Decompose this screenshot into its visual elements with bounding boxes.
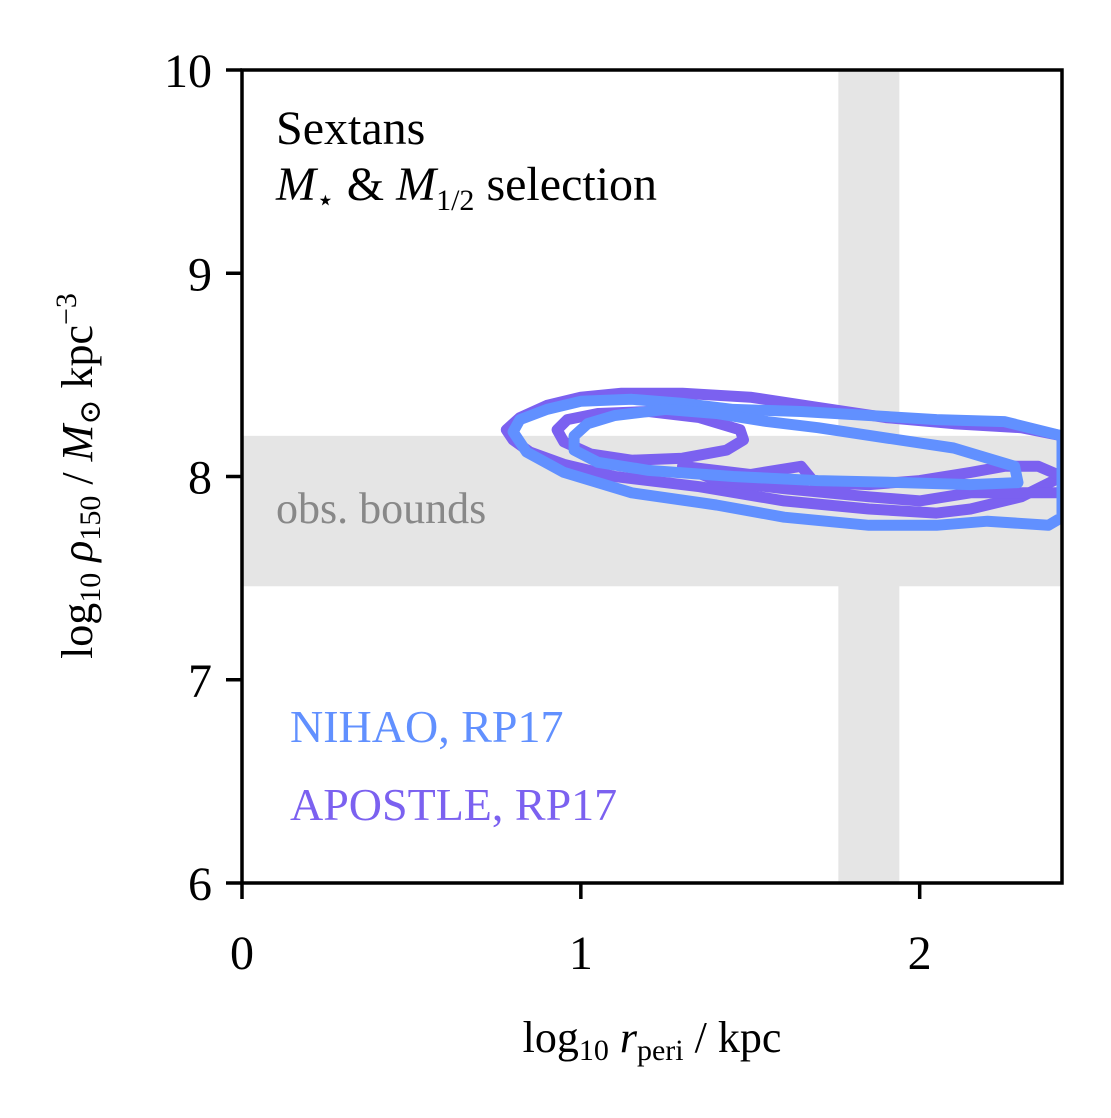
annotation-amp: & [335, 158, 396, 211]
contour-nihao-0 [507, 393, 1062, 531]
legend-nihao: NIHAO, RP17 [290, 701, 563, 752]
contour-layer [500, 387, 1062, 531]
annotation-m-half: M [395, 158, 439, 211]
x-axis-label: log10 rperi / kpc [523, 1013, 782, 1067]
y-tick-label: 9 [188, 248, 212, 301]
annotation-galaxy-name: Sextans [276, 102, 425, 155]
y-axis-label: log10 ρ150 / M⊙ kpc−3 [50, 293, 107, 659]
x-tick-label: 2 [908, 927, 932, 980]
y-tick-label: 10 [164, 45, 212, 98]
contour-nihao-1 [568, 403, 1024, 491]
y-tick-label: 6 [188, 858, 212, 911]
annotation-selection-rest: selection [474, 158, 657, 211]
x-tick-label: 1 [569, 927, 593, 980]
annotation-m-star-sub: ⋆ [316, 184, 335, 217]
axis-ticks: 0 1 2 6 7 8 9 10 [164, 45, 932, 980]
annotation-selection: M⋆ & M1/2 selection [275, 158, 657, 217]
y-tick-label: 8 [188, 452, 212, 505]
y-tick-label: 7 [188, 655, 212, 708]
legend-apostle: APOSTLE, RP17 [290, 779, 617, 830]
x-tick-label: 0 [230, 927, 254, 980]
annotation-m-half-sub: 1/2 [436, 184, 474, 217]
obs-bounds-label: obs. bounds [276, 484, 486, 533]
annotation-m-star: M [275, 158, 319, 211]
